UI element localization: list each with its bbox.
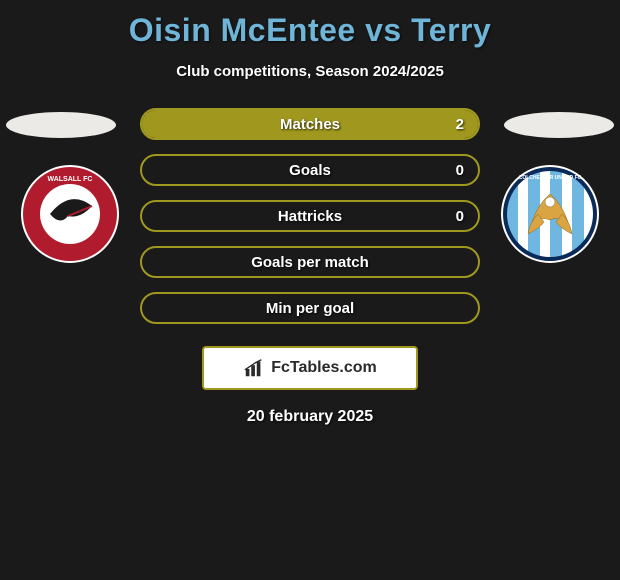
stat-bar-value: 0: [456, 162, 464, 179]
stat-bar-goals-per-match: Goals per match: [140, 246, 480, 278]
left-club-crest: WALSALL FC: [20, 164, 120, 264]
left-platform-ellipse: [6, 112, 116, 138]
stat-bar-goals: Goals 0: [140, 154, 480, 186]
fctables-logo-text: FcTables.com: [271, 359, 377, 377]
stat-bar-value: 2: [456, 116, 464, 133]
stat-bars: Matches 2 Goals 0 Hattricks 0 Goals per …: [140, 108, 480, 338]
stat-bar-label: Goals: [289, 162, 331, 179]
stat-bar-label: Goals per match: [251, 254, 369, 271]
comparison-title: Oisin McEntee vs Terry: [0, 0, 620, 49]
svg-text:WALSALL FC: WALSALL FC: [48, 176, 93, 183]
fctables-logo-box: FcTables.com: [202, 346, 418, 390]
stat-bar-label: Hattricks: [278, 208, 342, 225]
comparison-body: WALSALL FC COLCHESTER UNITED FC: [0, 108, 620, 338]
bar-chart-icon: [243, 357, 265, 379]
stat-bar-label: Matches: [280, 116, 340, 133]
stat-bar-label: Min per goal: [266, 300, 354, 317]
right-club-crest: COLCHESTER UNITED FC: [500, 164, 600, 264]
walsall-crest-icon: WALSALL FC: [20, 164, 120, 264]
svg-text:COLCHESTER UNITED FC: COLCHESTER UNITED FC: [519, 175, 582, 181]
colchester-crest-icon: COLCHESTER UNITED FC: [500, 164, 600, 264]
right-platform-ellipse: [504, 112, 614, 138]
comparison-date: 20 february 2025: [0, 408, 620, 426]
stat-bar-hattricks: Hattricks 0: [140, 200, 480, 232]
stat-bar-min-per-goal: Min per goal: [140, 292, 480, 324]
stat-bar-matches: Matches 2: [140, 108, 480, 140]
stat-bar-value: 0: [456, 208, 464, 225]
comparison-subtitle: Club competitions, Season 2024/2025: [0, 63, 620, 80]
